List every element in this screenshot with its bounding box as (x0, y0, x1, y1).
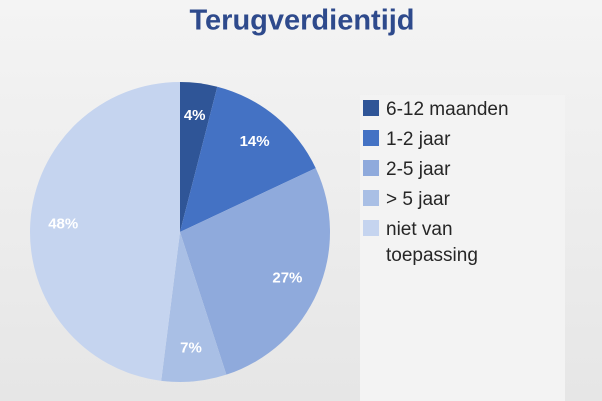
legend-label: 6-12 maanden (386, 99, 509, 120)
legend-swatch (363, 130, 379, 146)
pie-slice (180, 82, 218, 232)
legend-item: 2-5 jaar (360, 157, 565, 183)
data-label: 4% (184, 107, 206, 124)
pie-slice (29, 82, 181, 381)
chart-title: Terugverdientijd (189, 5, 414, 37)
legend-swatch (363, 160, 379, 176)
pie-slice (161, 232, 227, 382)
pie-slice (180, 86, 316, 232)
legend-item: 6-12 maanden (360, 97, 565, 123)
legend-swatch (363, 220, 379, 236)
legend-item: niet van toepassing (360, 217, 565, 269)
legend-item: 1-2 jaar (360, 127, 565, 153)
legend-swatch (363, 190, 379, 206)
data-label: 14% (240, 133, 270, 150)
data-label: 48% (48, 216, 78, 233)
pie-slice (180, 168, 331, 375)
legend: 6-12 maanden 1-2 jaar 2-5 jaar > 5 jaar niet… (360, 95, 565, 401)
legend-label: > 5 jaar (386, 189, 450, 210)
legend-label: 2-5 jaar (386, 159, 451, 180)
data-label: 27% (272, 269, 302, 286)
legend-label: 1-2 jaar (386, 129, 451, 150)
legend-label: niet van toepassing (386, 219, 478, 266)
data-label: 7% (180, 339, 202, 356)
legend-swatch (363, 100, 379, 116)
legend-item: > 5 jaar (360, 187, 565, 213)
